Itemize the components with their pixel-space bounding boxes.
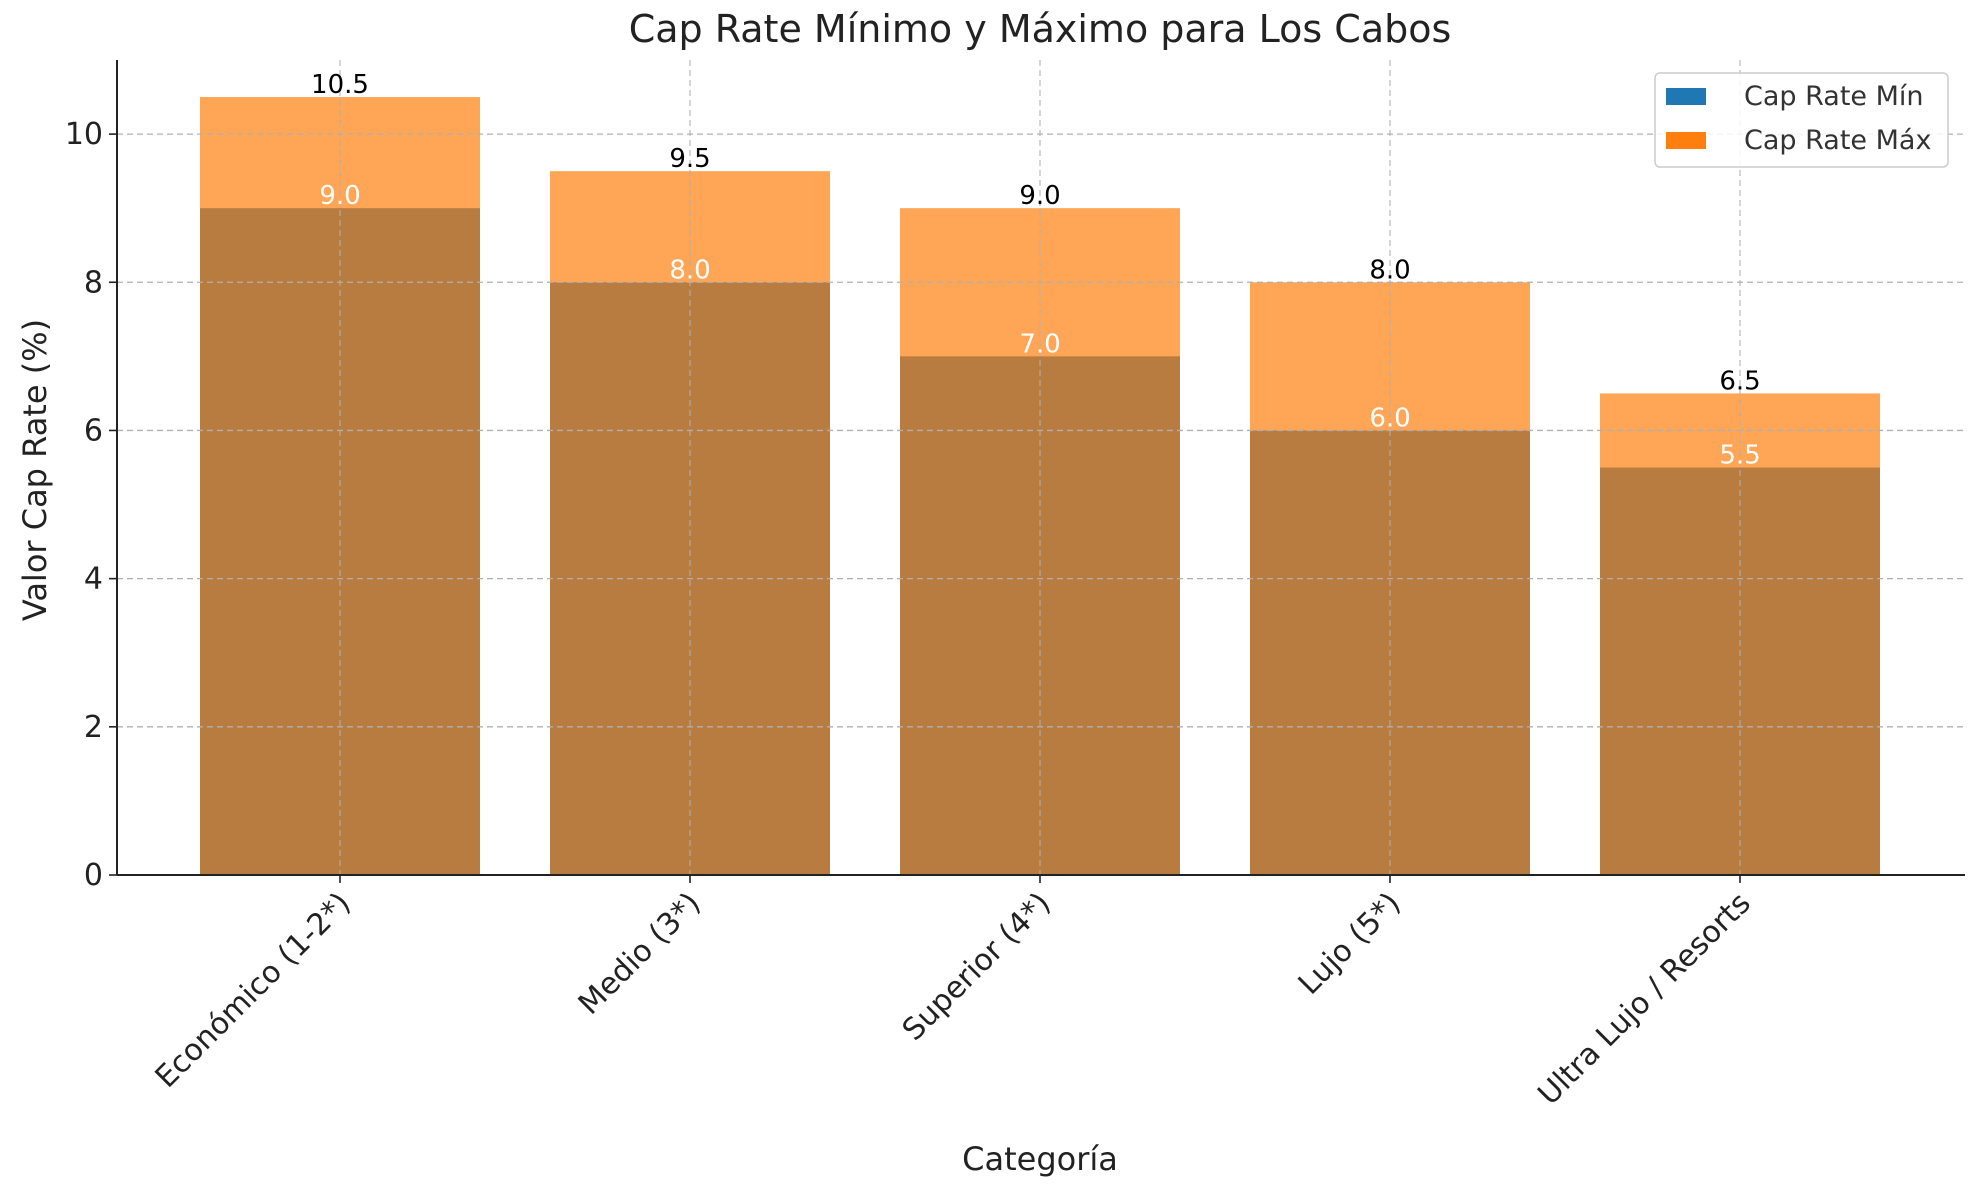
y-axis-title: Valor Cap Rate (%) [16, 319, 54, 621]
data-label-cap-rate-min: 9.0 [319, 181, 360, 211]
y-tick-label: 8 [84, 265, 103, 300]
data-label-cap-rate-max: 10.5 [311, 70, 369, 100]
legend-label-cap-rate-max: Cap Rate Máx [1744, 125, 1931, 156]
x-axis-title: Categoría [962, 1140, 1118, 1178]
legend: Cap Rate Mín Cap Rate Máx [1655, 73, 1948, 167]
legend-swatch-cap-rate-min [1666, 88, 1706, 105]
data-label-cap-rate-min: 6.0 [1369, 403, 1410, 433]
x-tick-label: Lujo (5*) [1292, 886, 1408, 1002]
data-label-cap-rate-max: 9.5 [669, 144, 710, 174]
data-label-cap-rate-min: 7.0 [1019, 329, 1060, 359]
x-tick-label: Medio (3*) [572, 886, 708, 1022]
data-label-cap-rate-min: 8.0 [669, 255, 710, 285]
data-label-cap-rate-max: 8.0 [1369, 255, 1410, 285]
y-tick-label: 10 [65, 117, 103, 152]
y-tick-label: 2 [84, 710, 103, 745]
y-tick-label: 4 [84, 562, 103, 597]
y-tick-label: 0 [84, 858, 103, 893]
x-tick-label: Superior (4*) [896, 886, 1058, 1048]
data-label-cap-rate-max: 9.0 [1019, 181, 1060, 211]
x-tick-label: Económico (1-2*) [149, 886, 358, 1095]
chart-title: Cap Rate Mínimo y Máximo para Los Cabos [629, 7, 1452, 51]
legend-swatch-cap-rate-max [1666, 132, 1706, 149]
data-label-cap-rate-min: 5.5 [1719, 441, 1760, 471]
data-label-cap-rate-max: 6.5 [1719, 366, 1760, 396]
y-tick-label: 6 [84, 413, 103, 448]
x-tick-label: Ultra Lujo / Resorts [1531, 886, 1757, 1112]
legend-label-cap-rate-min: Cap Rate Mín [1744, 81, 1924, 112]
